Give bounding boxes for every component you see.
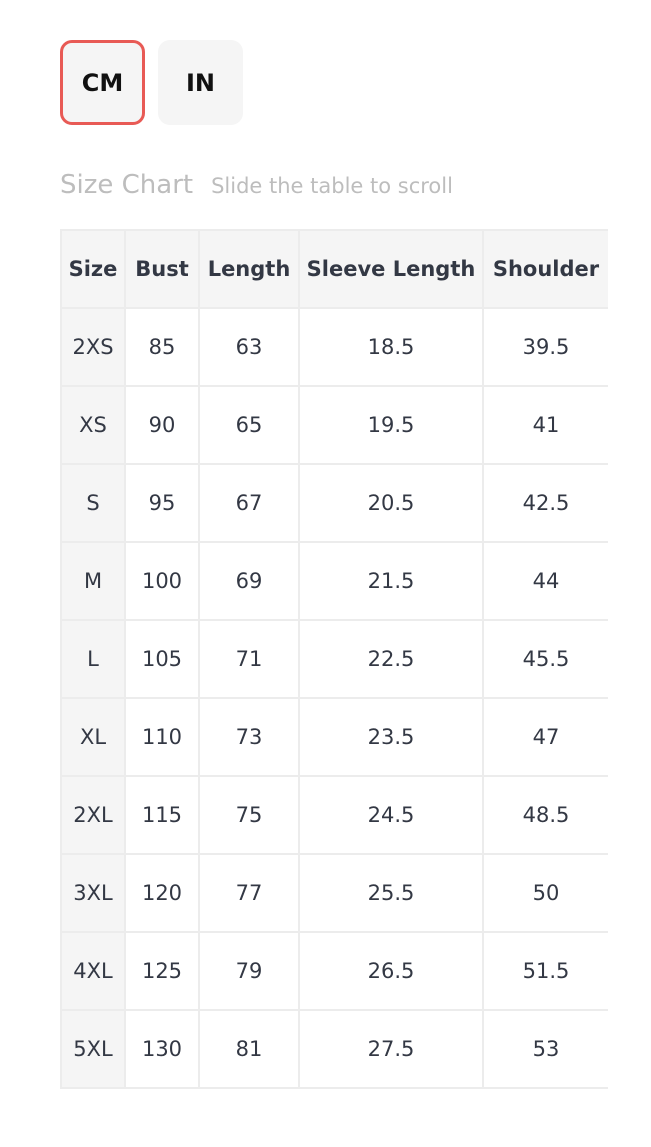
column-header: Length — [198, 229, 300, 309]
table-cell: 63 — [198, 307, 300, 387]
table-cell: 110 — [124, 697, 200, 777]
table-cell: 19.5 — [298, 385, 484, 465]
table-cell: 26.5 — [298, 931, 484, 1011]
size-cell: L — [60, 619, 126, 699]
table-cell: 71 — [198, 619, 300, 699]
size-cell: XS — [60, 385, 126, 465]
unit-cm-button[interactable]: CM — [60, 40, 145, 125]
unit-toggle: CM IN — [60, 40, 243, 125]
table-cell: 73 — [198, 697, 300, 777]
table-cell: 85 — [124, 307, 200, 387]
scroll-hint: Slide the table to scroll — [211, 174, 453, 198]
table-cell: 100 — [124, 541, 200, 621]
table-header-row: Size Bust Length Sleeve Length Shoulder — [60, 229, 608, 309]
unit-in-button[interactable]: IN — [158, 40, 243, 125]
table-cell: 75 — [198, 775, 300, 855]
table-cell: 24.5 — [298, 775, 484, 855]
table-cell: 45.5 — [482, 619, 608, 699]
table-row: L 105 71 22.5 45.5 — [60, 619, 608, 699]
table-cell: 47 — [482, 697, 608, 777]
table-row: M 100 69 21.5 44 — [60, 541, 608, 621]
table-cell: 81 — [198, 1009, 300, 1089]
size-cell: 2XS — [60, 307, 126, 387]
table-cell: 18.5 — [298, 307, 484, 387]
table-row: XS 90 65 19.5 41 — [60, 385, 608, 465]
table-cell: 48.5 — [482, 775, 608, 855]
table-cell: 130 — [124, 1009, 200, 1089]
size-table: Size Bust Length Sleeve Length Shoulder 2XS 8… — [60, 229, 608, 1089]
size-chart-heading: Size Chart Slide the table to scroll — [60, 170, 453, 200]
table-cell: 22.5 — [298, 619, 484, 699]
table-row: 2XS 85 63 18.5 39.5 — [60, 307, 608, 387]
column-header: Shoulder — [482, 229, 608, 309]
size-cell: 4XL — [60, 931, 126, 1011]
table-cell: 41 — [482, 385, 608, 465]
table-cell: 67 — [198, 463, 300, 543]
table-cell: 23.5 — [298, 697, 484, 777]
table-cell: 25.5 — [298, 853, 484, 933]
table-cell: 90 — [124, 385, 200, 465]
column-header: Sleeve Length — [298, 229, 484, 309]
table-cell: 125 — [124, 931, 200, 1011]
table-cell: 105 — [124, 619, 200, 699]
column-header: Bust — [124, 229, 200, 309]
table-cell: 42.5 — [482, 463, 608, 543]
table-cell: 51.5 — [482, 931, 608, 1011]
table-row: 5XL 130 81 27.5 53 — [60, 1009, 608, 1089]
size-cell: XL — [60, 697, 126, 777]
table-cell: 20.5 — [298, 463, 484, 543]
table-cell: 44 — [482, 541, 608, 621]
column-header: Size — [60, 229, 126, 309]
table-cell: 69 — [198, 541, 300, 621]
size-cell: 5XL — [60, 1009, 126, 1089]
table-cell: 21.5 — [298, 541, 484, 621]
table-row: XL 110 73 23.5 47 — [60, 697, 608, 777]
table-cell: 115 — [124, 775, 200, 855]
size-table-scroll[interactable]: Size Bust Length Sleeve Length Shoulder 2XS 8… — [60, 229, 608, 1095]
table-row: S 95 67 20.5 42.5 — [60, 463, 608, 543]
size-cell: M — [60, 541, 126, 621]
size-chart-title: Size Chart — [60, 170, 194, 200]
size-cell: S — [60, 463, 126, 543]
table-cell: 79 — [198, 931, 300, 1011]
table-cell: 53 — [482, 1009, 608, 1089]
table-cell: 65 — [198, 385, 300, 465]
table-cell: 39.5 — [482, 307, 608, 387]
table-row: 2XL 115 75 24.5 48.5 — [60, 775, 608, 855]
table-row: 3XL 120 77 25.5 50 — [60, 853, 608, 933]
size-cell: 3XL — [60, 853, 126, 933]
table-cell: 77 — [198, 853, 300, 933]
table-cell: 50 — [482, 853, 608, 933]
table-cell: 95 — [124, 463, 200, 543]
table-row: 4XL 125 79 26.5 51.5 — [60, 931, 608, 1011]
table-cell: 120 — [124, 853, 200, 933]
size-cell: 2XL — [60, 775, 126, 855]
table-cell: 27.5 — [298, 1009, 484, 1089]
